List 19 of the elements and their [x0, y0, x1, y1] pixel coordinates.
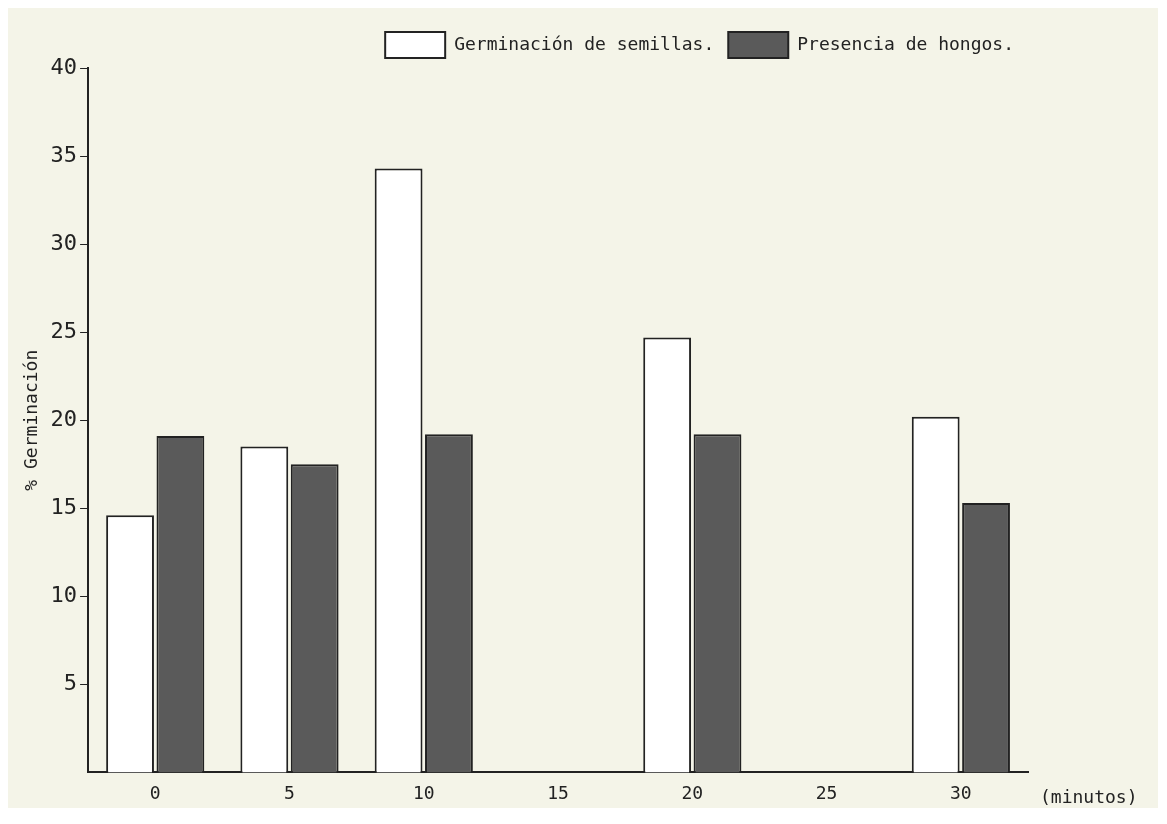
x-axis-title: (minutos) — [1040, 786, 1138, 808]
x-tick-label: 10 — [412, 781, 435, 803]
x-tick-label: 0 — [149, 781, 161, 803]
y-tick-label: 35 — [50, 141, 78, 167]
x-tick-label: 30 — [950, 781, 972, 803]
x-tick-label: 20 — [681, 781, 704, 803]
y-tick-label: 5 — [63, 670, 78, 696]
y-tick-label: 15 — [50, 493, 78, 519]
y-tick-label: 10 — [50, 582, 78, 608]
legend-label: Presencia de hongos. — [797, 32, 1015, 54]
y-tick-label: 40 — [50, 53, 78, 79]
y-tick-label: 30 — [50, 229, 78, 255]
y-tick-label: 25 — [50, 317, 78, 343]
y-tick-label: 20 — [50, 405, 78, 431]
y-axis-title: % Germinación — [20, 349, 42, 491]
x-tick-label: 25 — [815, 781, 838, 803]
x-tick-label: 5 — [284, 781, 295, 803]
legend-label: Germinación de semillas. — [454, 32, 715, 54]
x-tick-label: 15 — [547, 781, 569, 803]
